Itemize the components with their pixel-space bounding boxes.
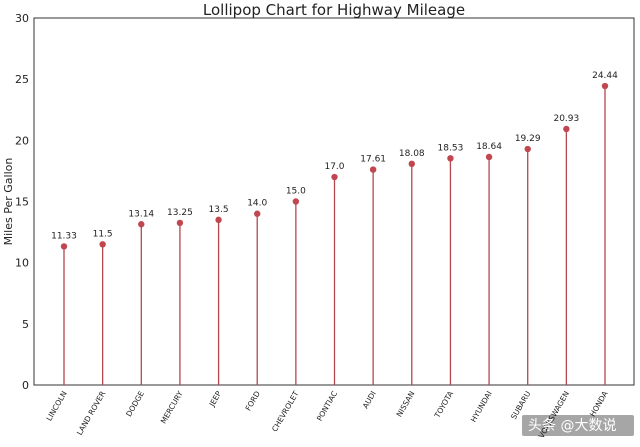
data-label: 24.44 xyxy=(592,71,618,81)
y-axis-ticks: 0 5 10 15 20 25 30 xyxy=(15,12,29,392)
stems xyxy=(63,86,606,385)
data-label: 13.14 xyxy=(128,209,154,219)
lollipop-dot xyxy=(447,155,454,162)
x-tick-label: HYUNDAI xyxy=(469,389,494,423)
y-tick-label: 25 xyxy=(15,73,29,86)
data-label: 15.0 xyxy=(286,187,306,197)
x-tick-label: LINCOLN xyxy=(44,390,68,423)
data-label: 13.25 xyxy=(167,208,193,218)
lollipop-dot xyxy=(254,210,261,217)
x-tick-label: DODGE xyxy=(124,389,146,418)
x-tick-label: AUDI xyxy=(361,390,378,411)
watermark: 头条 @大数说 xyxy=(522,415,634,436)
data-labels: 11.33 11.5 13.14 13.25 13.5 14.0 15.0 17.0 17.61… xyxy=(51,71,618,241)
x-tick-label: TOYOTA xyxy=(432,389,455,420)
data-label: 18.08 xyxy=(399,149,425,159)
x-tick-label: PONTIAC xyxy=(315,390,339,423)
lollipop-dot xyxy=(292,198,300,205)
data-label: 14.0 xyxy=(247,199,267,209)
lollipop-dot xyxy=(601,82,609,90)
lollipop-dot xyxy=(99,241,106,248)
y-tick-label: 10 xyxy=(15,257,29,270)
x-tick-label: LAND ROVER xyxy=(75,390,107,437)
data-label: 11.5 xyxy=(93,229,113,239)
lollipop-dot xyxy=(408,160,415,168)
lollipop-dot xyxy=(60,243,68,250)
data-label: 13.5 xyxy=(209,205,229,215)
y-tick-label: 30 xyxy=(15,12,29,25)
data-label: 11.33 xyxy=(51,231,77,241)
data-label: 17.0 xyxy=(324,162,344,172)
y-tick-label: 5 xyxy=(22,318,29,331)
lollipop-dot xyxy=(138,221,145,228)
x-tick-label: NISSAN xyxy=(395,390,417,419)
x-tick-label: CHEVROLET xyxy=(270,389,301,433)
y-tick-label: 15 xyxy=(15,196,29,209)
chart-title: Lollipop Chart for Highway Mileage xyxy=(203,1,465,19)
lollipop-dot xyxy=(485,153,493,161)
lollipop-dot xyxy=(176,219,184,227)
y-tick-label: 20 xyxy=(15,134,29,147)
x-tick-label: MERCURY xyxy=(159,389,185,425)
y-axis-label: Miles Per Gallon xyxy=(2,158,15,246)
lollipop-dot xyxy=(563,125,570,133)
lollipop-dot xyxy=(369,166,377,173)
x-tick-label: JEEP xyxy=(207,389,224,409)
x-tick-label: FORD xyxy=(244,389,263,412)
lollipop-dot xyxy=(215,216,222,224)
y-tick-label: 0 xyxy=(22,379,29,392)
dots xyxy=(60,82,609,250)
lollipop-dot xyxy=(524,145,531,153)
x-tick-label: HONDA xyxy=(588,389,610,418)
data-label: 17.61 xyxy=(360,155,386,165)
watermark-text: 头条 @大数说 xyxy=(528,417,616,434)
data-label: 20.93 xyxy=(553,114,579,124)
data-label: 18.53 xyxy=(438,143,464,153)
data-label: 18.64 xyxy=(476,142,502,152)
data-label: 19.29 xyxy=(515,134,541,144)
lollipop-dot xyxy=(331,173,338,181)
